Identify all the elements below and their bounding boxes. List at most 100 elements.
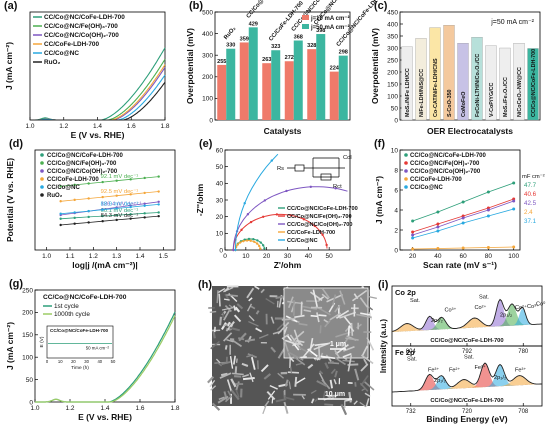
inset-x-tick-label: 10 bbox=[58, 359, 63, 364]
y-tick-label: 50 bbox=[391, 105, 399, 112]
x-tick-label: 80 bbox=[485, 253, 493, 260]
bar bbox=[429, 27, 441, 121]
xps-peak-label: Co³⁺ bbox=[445, 307, 457, 314]
sem-flake bbox=[223, 287, 230, 293]
nyquist-point bbox=[249, 220, 253, 224]
legend-entry: CC/Co@NC/Co(OH)₂-700 bbox=[287, 222, 352, 228]
tafel-point bbox=[143, 202, 146, 205]
sem-inset-flake bbox=[342, 353, 352, 358]
y-tick-label: 250 bbox=[22, 287, 33, 294]
tafel-point bbox=[143, 204, 146, 207]
x-tick-label: 1.3 bbox=[112, 253, 121, 260]
sem-flake bbox=[359, 382, 369, 392]
x-tick-label: 1.2 bbox=[59, 123, 68, 130]
y-tick-label: 0 bbox=[29, 399, 33, 406]
nyquist-point bbox=[240, 228, 243, 232]
cdl-point bbox=[436, 210, 440, 214]
sem-inset-flake bbox=[294, 330, 305, 341]
cdl-point bbox=[411, 230, 415, 234]
sem-flake bbox=[255, 310, 260, 315]
bar bbox=[457, 43, 469, 121]
category-label: CC/Co@NC/CoFe-LDH-700 bbox=[531, 49, 537, 117]
xps-fit-peak bbox=[392, 379, 542, 392]
legend-swatch bbox=[40, 161, 44, 165]
x-tick-label: 792 bbox=[462, 349, 473, 355]
bar bbox=[499, 47, 511, 121]
sem-inset-flake bbox=[312, 289, 318, 307]
y-tick-label: 20 bbox=[216, 214, 224, 221]
nyquist-point bbox=[252, 238, 255, 241]
legend-entry: 1000th cycle bbox=[54, 311, 90, 318]
x-axis-label: Catalysts bbox=[264, 126, 302, 136]
sem-inset-flake bbox=[334, 349, 340, 358]
xps-peak-label: Fe³⁺ bbox=[428, 367, 439, 374]
sem-inset-flake bbox=[314, 342, 329, 347]
cdl-point bbox=[512, 207, 516, 211]
cdl-point bbox=[436, 225, 440, 229]
sem-flake bbox=[211, 402, 221, 411]
cdl-value: 2.4 bbox=[524, 209, 533, 216]
bar-value-label: 255 bbox=[217, 59, 226, 65]
sem-flake bbox=[227, 390, 232, 397]
sem-inset-flake bbox=[348, 324, 355, 332]
sem-inset-flake bbox=[334, 304, 341, 313]
sem-flake bbox=[364, 392, 371, 398]
y-tick-label: 0 bbox=[209, 117, 213, 124]
inset-x-tick-label: 20 bbox=[71, 359, 76, 364]
tafel-fit-line bbox=[60, 191, 159, 202]
series-line-4 bbox=[30, 74, 166, 121]
xps-envelope bbox=[391, 362, 542, 393]
sem-inset-flake bbox=[329, 312, 342, 321]
panel-label: (e) bbox=[199, 138, 213, 150]
sem-inset-flake bbox=[288, 356, 295, 363]
plot-frame bbox=[214, 11, 351, 121]
sem-flake bbox=[364, 381, 375, 391]
tafel-point bbox=[87, 197, 90, 200]
tafel-fit-line bbox=[60, 176, 159, 187]
xps-peak-label: 2p₁/₂ bbox=[434, 378, 446, 384]
sem-inset-flake bbox=[309, 337, 314, 352]
sem-flake bbox=[210, 385, 217, 391]
x-tick-label: 0 bbox=[223, 253, 227, 260]
category-label: NiFe-LDH/NiS@CC bbox=[419, 69, 425, 117]
cdl-point bbox=[512, 199, 516, 203]
sem-flake bbox=[354, 368, 360, 381]
sem-inset-flake bbox=[318, 314, 327, 317]
sem-flake bbox=[324, 403, 334, 406]
nyquist-point bbox=[232, 248, 235, 252]
y-tick-label: 150 bbox=[22, 332, 33, 339]
y-tick-label: 30 bbox=[216, 197, 224, 204]
x-tick-label: 20 bbox=[409, 253, 417, 260]
panel-e: (e) Z'/ohm -Z''/ohm 0 10 20 30 40 50 0 10 20 30 40 50 6… bbox=[195, 138, 358, 270]
legend-entry: j=50 mA cm⁻² bbox=[310, 24, 349, 31]
y-tick-label: 500 bbox=[202, 9, 213, 16]
cdl-point bbox=[486, 246, 490, 249]
category-label: MoS₂/NiFe LDH/CC bbox=[405, 68, 411, 117]
plot-frame bbox=[399, 149, 521, 251]
sem-flake bbox=[316, 380, 327, 387]
cdl-point bbox=[436, 222, 440, 226]
legend-entry: RuO₂ bbox=[44, 59, 60, 66]
bar-values_50 bbox=[248, 27, 258, 121]
bar bbox=[513, 43, 525, 121]
inset-x-tick-label: 40 bbox=[97, 359, 102, 364]
tafel-point bbox=[157, 203, 160, 206]
sem-flake bbox=[287, 371, 299, 374]
sem-inset-flake bbox=[318, 345, 321, 361]
sem-flake bbox=[324, 362, 329, 369]
x-tick-label: 1.2 bbox=[65, 405, 74, 412]
bar-value-label: 328 bbox=[307, 43, 316, 49]
panel-label: (g) bbox=[9, 278, 23, 290]
y-tick-label: 0 bbox=[394, 117, 398, 124]
tafel-point bbox=[59, 223, 62, 227]
sem-flake bbox=[223, 298, 230, 301]
circuit-label: Rct bbox=[333, 184, 342, 190]
sem-flake bbox=[289, 366, 293, 374]
tafel-slope-label: 88.9 mV dec⁻¹ bbox=[101, 202, 139, 208]
panel-d: (d) log|j /(mA cm⁻²)| Potential (V vs. RHE… bbox=[5, 138, 176, 270]
bar bbox=[443, 25, 455, 121]
sem-inset-flake bbox=[281, 317, 296, 321]
category-label: V-CoP/YG/CC bbox=[489, 82, 495, 117]
sem-flake bbox=[275, 398, 287, 403]
sem-inset-flake bbox=[321, 293, 329, 300]
